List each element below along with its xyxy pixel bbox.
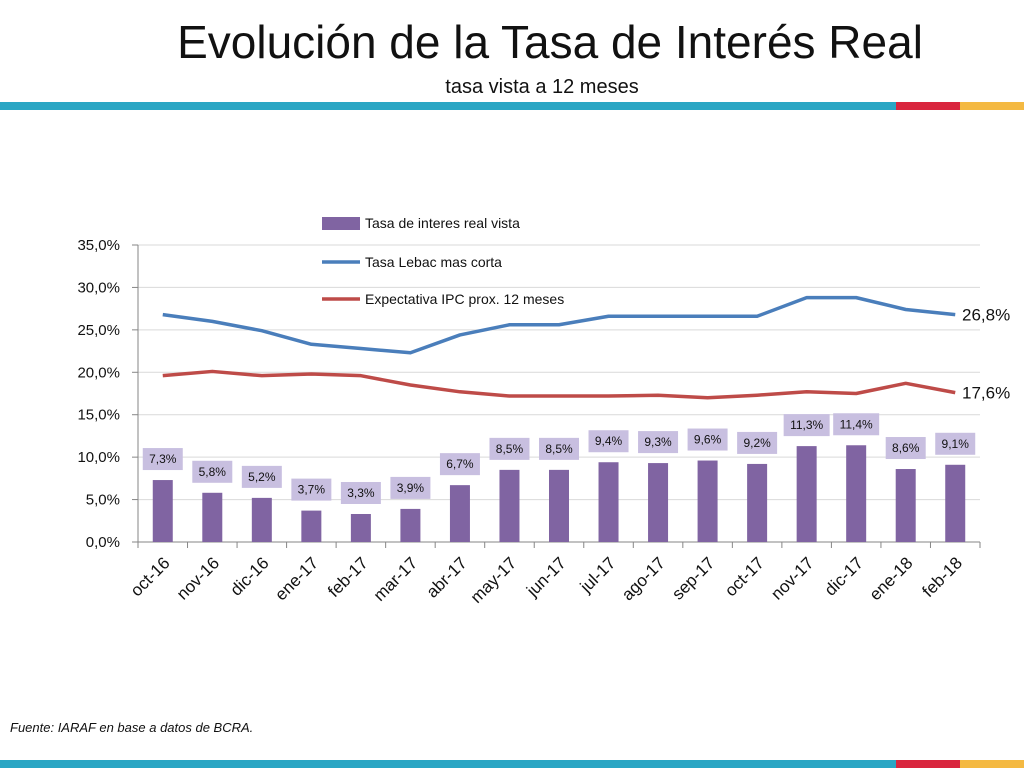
bar-label-box bbox=[340, 481, 381, 504]
bar-value-label: 5,2% bbox=[248, 470, 276, 484]
bar-value-label: 5,8% bbox=[199, 465, 227, 479]
bar bbox=[945, 464, 966, 542]
y-tick-label: 35,0% bbox=[77, 237, 120, 254]
band-red-segment bbox=[896, 102, 960, 110]
bar-label-box bbox=[439, 453, 480, 476]
legend-swatch bbox=[322, 217, 360, 230]
bar-value-label: 9,4% bbox=[595, 434, 623, 448]
bar bbox=[747, 463, 768, 542]
bar-label-box bbox=[291, 478, 332, 501]
bar bbox=[251, 497, 272, 542]
x-tick-label: oct-16 bbox=[127, 553, 174, 600]
bar-value-label: 11,4% bbox=[840, 417, 873, 431]
bar bbox=[202, 492, 223, 542]
x-tick-label: nov-17 bbox=[767, 553, 817, 603]
band-blue-segment bbox=[0, 760, 896, 768]
y-tick-label: 30,0% bbox=[77, 279, 120, 296]
bar bbox=[449, 485, 470, 542]
bar-value-label: 9,6% bbox=[694, 433, 722, 447]
bar-value-label: 11,3% bbox=[790, 418, 823, 432]
x-tick-label: mar-17 bbox=[370, 553, 422, 605]
x-tick-label: may-17 bbox=[467, 553, 521, 607]
top-decorative-band bbox=[0, 102, 1024, 110]
bar-value-label: 3,7% bbox=[298, 483, 326, 497]
bar bbox=[697, 460, 718, 542]
x-tick-label: nov-16 bbox=[173, 553, 223, 603]
lebac-line-end-label: 26,8% bbox=[962, 306, 1010, 325]
legend-label: Tasa de interes real vista bbox=[365, 215, 520, 231]
legend-label: Tasa Lebac mas corta bbox=[365, 254, 502, 270]
bar bbox=[400, 508, 421, 542]
bar bbox=[648, 463, 669, 542]
y-tick-label: 25,0% bbox=[77, 322, 120, 339]
bar-label-box bbox=[489, 437, 530, 460]
interest-rate-chart: 0,0% 5,0% 10,0% 15,0% 20,0% 25,0% 30,0% 35,0% 7,… bbox=[77, 215, 1010, 607]
bar-value-label: 6,7% bbox=[446, 457, 474, 471]
bar bbox=[895, 469, 916, 542]
bar bbox=[152, 480, 173, 542]
bar bbox=[598, 462, 619, 542]
bar-label-box bbox=[783, 414, 830, 437]
y-tick-label: 5,0% bbox=[86, 492, 120, 509]
x-tick-label: feb-18 bbox=[919, 553, 967, 601]
y-tick-label: 0,0% bbox=[86, 534, 120, 551]
bar-label-box bbox=[638, 431, 679, 454]
bar-label-box bbox=[885, 437, 926, 460]
bar bbox=[549, 469, 569, 542]
x-tick-label: ene-17 bbox=[271, 553, 322, 604]
y-tick-label: 20,0% bbox=[77, 364, 120, 381]
bar-label-box bbox=[390, 476, 431, 499]
y-tick-label: 10,0% bbox=[77, 449, 120, 466]
x-tick-label: oct-17 bbox=[721, 553, 768, 600]
bar-value-label: 7,3% bbox=[149, 452, 177, 466]
x-tick-label: feb-17 bbox=[324, 553, 372, 601]
page-subtitle: tasa vista a 12 meses bbox=[445, 76, 639, 98]
bar-value-label: 9,2% bbox=[743, 436, 771, 450]
bar-label-box bbox=[241, 465, 282, 488]
x-tick-label: jul-17 bbox=[576, 553, 620, 597]
x-tick-label: dic-16 bbox=[226, 553, 272, 599]
bar-label-box bbox=[833, 413, 880, 436]
bar-value-label: 9,1% bbox=[942, 437, 970, 451]
bottom-decorative-band bbox=[0, 760, 1024, 768]
bar-label-box bbox=[687, 428, 728, 451]
bar-value-label: 9,3% bbox=[644, 435, 672, 449]
lebac-line bbox=[162, 295, 956, 355]
x-tick-label: ene-18 bbox=[866, 553, 917, 604]
x-tick-label: sep-17 bbox=[668, 553, 718, 603]
bar-value-label: 8,5% bbox=[496, 442, 524, 456]
bar-value-label: 3,3% bbox=[347, 486, 375, 500]
x-tick-label: dic-17 bbox=[821, 553, 867, 599]
band-red-segment bbox=[896, 760, 960, 768]
bar-label-box bbox=[539, 437, 579, 460]
ipc-line bbox=[162, 369, 956, 400]
bar bbox=[350, 513, 371, 542]
bar bbox=[846, 445, 867, 542]
bar-value-label: 8,6% bbox=[892, 441, 920, 455]
band-blue-segment bbox=[0, 102, 896, 110]
x-tick-label: abr-17 bbox=[423, 553, 471, 601]
band-gold-segment bbox=[960, 102, 1024, 110]
bar-value-label: 8,5% bbox=[545, 442, 573, 456]
band-gold-segment bbox=[960, 760, 1024, 768]
page-title: Evolución de la Tasa de Interés Real bbox=[177, 16, 923, 68]
bar-label-box bbox=[588, 430, 629, 453]
bar-label-box bbox=[935, 432, 976, 455]
bar bbox=[499, 469, 520, 542]
bar-label-box bbox=[737, 431, 778, 454]
ipc-line-end-label: 17,6% bbox=[962, 384, 1010, 403]
x-tick-label: ago-17 bbox=[618, 553, 669, 604]
bar-label-box bbox=[192, 460, 233, 483]
source-note: Fuente: IARAF en base a datos de BCRA. bbox=[10, 720, 254, 735]
y-tick-label: 15,0% bbox=[77, 407, 120, 424]
bar-value-label: 3,9% bbox=[397, 481, 425, 495]
bar bbox=[301, 510, 322, 542]
x-tick-label: jun-17 bbox=[522, 553, 570, 601]
bar-label-box bbox=[142, 448, 183, 471]
bar bbox=[796, 446, 817, 542]
legend-label: Expectativa IPC prox. 12 meses bbox=[365, 291, 564, 307]
